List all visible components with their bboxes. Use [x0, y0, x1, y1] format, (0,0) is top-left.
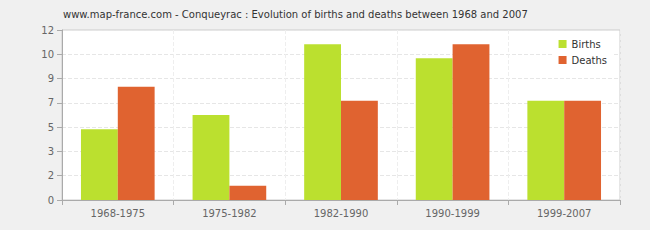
svg-text:12: 12 — [41, 25, 54, 36]
svg-text:www.map-france.com - Conqueyra: www.map-france.com - Conqueyrac : Evolut… — [63, 9, 528, 20]
svg-text:5: 5 — [48, 122, 54, 133]
svg-text:10: 10 — [41, 49, 54, 60]
svg-text:0: 0 — [48, 195, 54, 206]
svg-text:1982-1990: 1982-1990 — [314, 208, 369, 219]
svg-text:1968-1975: 1968-1975 — [91, 208, 146, 219]
svg-text:1999-2007: 1999-2007 — [537, 208, 592, 219]
svg-text:7: 7 — [48, 97, 54, 108]
svg-text:1975-1982: 1975-1982 — [202, 208, 257, 219]
svg-text:Deaths: Deaths — [572, 55, 607, 66]
svg-text:9: 9 — [48, 73, 54, 84]
svg-text:3: 3 — [48, 146, 54, 157]
svg-text:Births: Births — [572, 39, 601, 50]
svg-text:2: 2 — [48, 170, 54, 181]
svg-text:1990-1999: 1990-1999 — [425, 208, 480, 219]
